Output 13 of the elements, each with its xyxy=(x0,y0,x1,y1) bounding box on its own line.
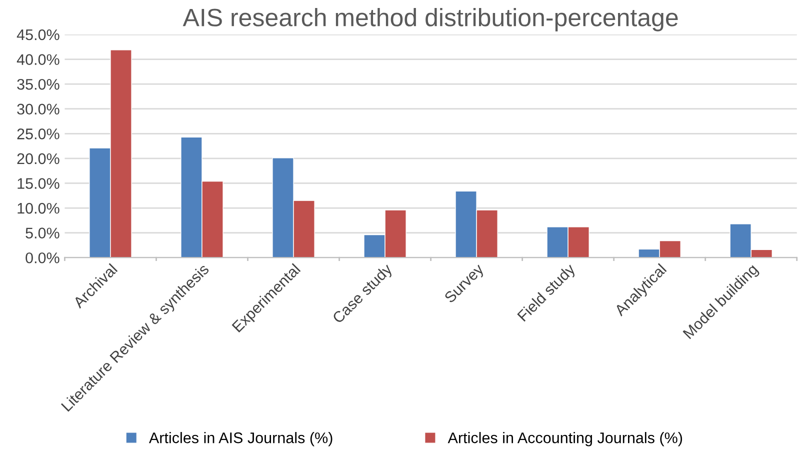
chart-title: AIS research method distribution-percentage xyxy=(182,8,678,32)
y-tick-label: 45.0% xyxy=(16,29,60,40)
y-tick-label: 20.0% xyxy=(17,153,60,164)
y-tick-label: 15.0% xyxy=(18,178,60,189)
y-tick-label: 25.0% xyxy=(17,128,60,140)
legend-label: Articles in Accounting Journals (%) xyxy=(448,432,682,446)
y-tick-label: 30.0% xyxy=(17,104,60,115)
y-tick-label: 10.0% xyxy=(18,202,60,214)
y-tick-label: 0.0% xyxy=(26,252,60,264)
y-tick-label: 35.0% xyxy=(17,78,60,90)
legend-label: Articles in AIS Journals (%) xyxy=(148,432,332,446)
y-tick-label: 40.0% xyxy=(16,54,60,65)
y-tick-label: 5.0% xyxy=(26,228,60,238)
